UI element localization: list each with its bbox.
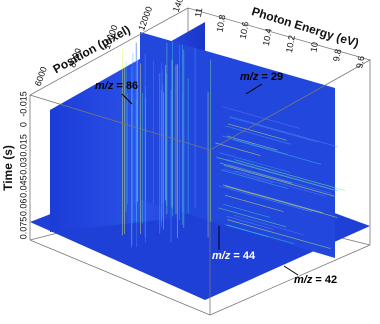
time-tick-label: 0	[18, 122, 28, 127]
annotation-text: = 42	[312, 274, 337, 286]
position-axis-label: Position (pixel)	[51, 22, 133, 76]
streak	[234, 159, 346, 191]
streak	[221, 135, 288, 155]
streak	[224, 185, 338, 218]
annotation-italic: m/z	[240, 71, 259, 83]
energy-tick-label: 11	[193, 7, 204, 18]
streak	[233, 214, 305, 236]
streak	[217, 185, 313, 213]
streak	[220, 169, 289, 190]
time-tick-label: 0.015	[18, 134, 28, 157]
time-tick-label: 0.06	[18, 199, 28, 217]
streak	[228, 164, 333, 194]
streak	[225, 158, 339, 192]
streak	[215, 142, 261, 156]
energy-tick-label: 10.6	[238, 21, 251, 40]
streak	[226, 215, 274, 230]
streak	[222, 184, 323, 214]
energy-tick-label: 10.2	[284, 34, 297, 53]
streak	[224, 194, 284, 212]
streak	[223, 168, 274, 183]
annotation: m/z = 42	[294, 274, 337, 286]
streak	[219, 162, 293, 184]
annotation-text: = 44	[230, 250, 256, 262]
streak	[228, 123, 287, 141]
annotation: m/z = 29	[240, 71, 283, 83]
energy-tick-label: 10.4	[261, 28, 274, 47]
streak	[229, 117, 317, 143]
streak	[233, 139, 322, 165]
streak	[218, 207, 287, 228]
streak	[225, 125, 291, 145]
streak	[227, 219, 331, 249]
energy-tick-label: 10.8	[215, 14, 228, 33]
streak	[216, 156, 335, 191]
streak	[229, 116, 338, 148]
time-tick-label: 0.045	[18, 175, 28, 198]
annotation-italic: m/z	[95, 80, 114, 92]
time-axis-label: Time (s)	[1, 145, 15, 191]
energy-tick-label: 10	[308, 41, 320, 53]
arrows	[121, 83, 299, 276]
streaks	[122, 41, 346, 249]
streak	[227, 224, 294, 245]
streak	[222, 106, 300, 129]
time-tick-label: 0.075	[18, 217, 28, 240]
annotation-italic: m/z	[294, 274, 313, 286]
streak	[226, 135, 278, 151]
annotation: m/z = 44	[212, 250, 256, 262]
energy-tick-label: 9.8	[331, 48, 343, 62]
annotation: m/z = 86	[95, 80, 138, 92]
energy-tick-label: 9.6	[354, 55, 366, 69]
box-front	[28, 7, 372, 316]
position-tick-label: 6000	[33, 65, 49, 87]
streak	[223, 164, 335, 197]
annotation-italic: m/z	[212, 250, 231, 262]
time-tick-label: -0.015	[18, 91, 28, 117]
time-tick-label: 0.03	[18, 157, 28, 175]
streak	[234, 170, 326, 197]
plane-position-slice	[140, 32, 335, 258]
annotation-text: = 86	[113, 80, 138, 92]
annotation-text: = 29	[258, 71, 283, 83]
position-tick-label: 14000	[171, 0, 189, 13]
streak	[223, 204, 271, 218]
streak	[219, 152, 291, 173]
